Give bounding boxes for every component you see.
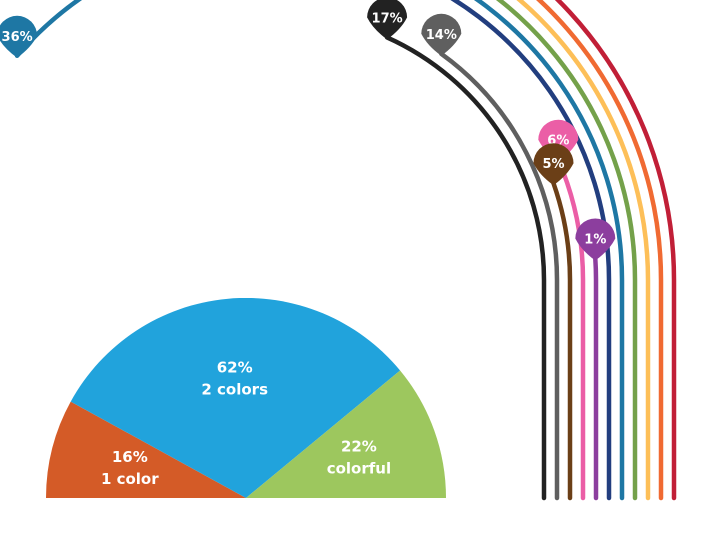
pie-slice-1 [45,401,246,498]
arc-series-4 [495,0,638,501]
arc-series-1 [554,0,677,501]
pin-value-label: 14% [426,28,457,43]
arc-series-5 [14,0,625,501]
pin-label-9: 5% [533,143,574,186]
pie-slice-category-label: colorful [327,459,391,477]
pin-label-11: 17% [367,0,408,40]
pin-marker [533,143,574,186]
arc-pin-labels: 22%14%14%21%36%18%1%6%5%14%17% [0,0,616,261]
arc-series-10 [439,51,560,501]
pin-marker [421,13,462,56]
pin-marker [0,15,38,58]
arc-series-2 [535,0,664,501]
pie-slice-value-label: 16% [112,448,148,466]
arc-series-3 [516,0,651,501]
pie-slice-3 [246,370,446,498]
arc-series-7 [593,256,599,501]
arc-series-9 [551,180,573,501]
arc-series-11 [384,35,547,501]
pin-value-label: 17% [372,11,403,26]
pin-label-5: 36% [0,15,38,58]
pie-slice-category-label: 2 colors [201,381,268,399]
pin-marker [575,218,616,261]
pin-label-7: 1% [575,218,616,261]
pie-slice-category-label: 1 color [101,470,159,488]
pin-value-label: 1% [584,233,606,248]
pin-value-label: 5% [542,157,564,172]
pie-slice-value-label: 22% [341,437,377,455]
pie-slice-value-label: 62% [217,359,253,377]
pin-marker [367,0,408,40]
pin-label-10: 14% [421,13,462,56]
pin-value-label: 36% [2,30,33,45]
pie-slice-2 [70,297,401,498]
half-pie-chart: 16% 1 color 62% 2 colors 22% colorful [45,297,446,498]
